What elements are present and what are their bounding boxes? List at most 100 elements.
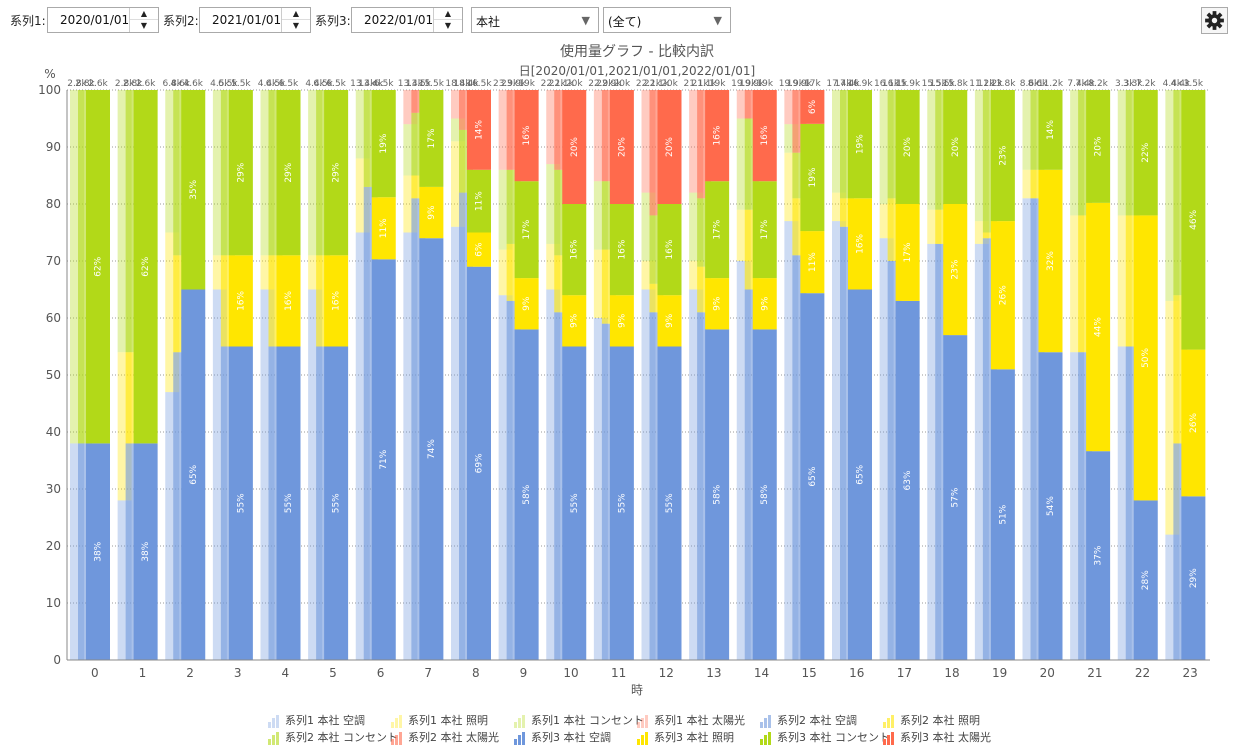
total-label: 6.5k: [218, 79, 238, 89]
data-label: 69%: [475, 453, 485, 473]
x-tick-label: 21: [1087, 666, 1102, 680]
total-label: 17.4k: [826, 79, 852, 89]
total-label: 13.4k: [398, 79, 424, 89]
x-tick-label: 4: [281, 666, 289, 680]
bar-segment: [609, 346, 634, 660]
series2-date-value: 2021/01/01: [212, 13, 282, 27]
total-label: 4.5k: [210, 79, 230, 89]
data-label: 58%: [522, 484, 532, 504]
legend-label: 系列1 本社 空調: [285, 714, 365, 727]
data-label: 16%: [236, 290, 246, 310]
total-label: 15.5k: [419, 79, 445, 89]
chevron-up-icon[interactable]: ▲: [282, 8, 310, 20]
legend-swatch: [514, 714, 526, 728]
legend-item: 系列2 本社 空調: [760, 712, 857, 728]
series3-spinner[interactable]: ▲ ▼: [433, 8, 462, 32]
data-label: 6%: [475, 242, 485, 257]
legend-swatch: [883, 714, 895, 728]
total-label: 4.4k: [258, 79, 278, 89]
bar-segment: [1133, 90, 1158, 216]
data-label: 20%: [1094, 136, 1104, 156]
series2-date-input[interactable]: 2021/01/01 ▲ ▼: [199, 7, 311, 33]
bar-segment: [562, 295, 587, 347]
total-label: 2.8k: [123, 79, 143, 89]
gear-icon: [1205, 11, 1224, 30]
legend-item: 系列3 本社 コンセント: [760, 729, 890, 745]
bar-segment: [228, 90, 253, 256]
bar-segment: [276, 346, 301, 660]
data-label: 74%: [427, 439, 437, 459]
dropdown-arrow-icon: ▼: [713, 14, 722, 27]
data-label: 55%: [665, 493, 675, 513]
data-label: 11%: [808, 252, 818, 272]
total-label: 22.1k: [636, 79, 662, 89]
series3-date-input[interactable]: 2022/01/01 ▲ ▼: [351, 7, 463, 33]
data-label: 17%: [713, 219, 723, 239]
category-select[interactable]: (全て) ▼: [603, 7, 731, 33]
bar-segment: [276, 90, 301, 256]
chevron-up-icon[interactable]: ▲: [130, 8, 158, 20]
data-label: 63%: [903, 470, 913, 490]
data-label: 55%: [236, 493, 246, 513]
data-label: 16%: [284, 290, 294, 310]
total-label: 23.9k: [493, 79, 519, 89]
data-label: 62%: [141, 256, 151, 276]
bar-segment: [324, 255, 349, 347]
series1-spinner[interactable]: ▲ ▼: [129, 8, 158, 32]
data-label: 58%: [760, 484, 770, 504]
data-label: 9%: [570, 313, 580, 328]
total-label: 19.9k: [779, 79, 805, 89]
total-label: 3.3k: [1115, 79, 1135, 89]
bar-segment: [990, 369, 1015, 660]
bar-segment: [1181, 496, 1206, 660]
chevron-down-icon[interactable]: ▼: [140, 21, 148, 30]
bar-segment: [1086, 451, 1111, 660]
bar-segment: [609, 204, 634, 296]
y-tick-label: 20: [46, 539, 61, 553]
total-label: 19k: [518, 79, 535, 89]
data-label: 9%: [760, 296, 770, 311]
chevron-down-icon[interactable]: ▼: [292, 21, 300, 30]
bar-segment: [752, 181, 777, 279]
bar-segment: [1038, 90, 1063, 170]
data-label: 65%: [808, 466, 818, 486]
bar-segment: [848, 90, 872, 199]
total-label: 6.5k: [266, 79, 286, 89]
series1-date-input[interactable]: 2020/01/01 ▲ ▼: [47, 7, 159, 33]
data-label: 20%: [570, 137, 580, 157]
bar-segment: [1086, 90, 1111, 203]
chevron-down-icon[interactable]: ▼: [444, 21, 452, 30]
chevron-up-icon[interactable]: ▲: [434, 8, 462, 20]
data-label: 35%: [189, 179, 199, 199]
x-tick-label: 17: [897, 666, 912, 680]
total-label: 15.5k: [930, 79, 956, 89]
data-label: 17%: [522, 219, 532, 239]
x-tick-label: 1: [139, 666, 147, 680]
legend-item: 系列2 本社 コンセント: [268, 729, 398, 745]
settings-button[interactable]: [1201, 7, 1228, 34]
total-label: 15.8k: [943, 79, 969, 89]
data-label: 16%: [617, 239, 627, 259]
data-label: 54%: [1046, 496, 1056, 516]
legend-swatch: [637, 714, 649, 728]
bar-segment: [419, 90, 444, 187]
total-label: 19k: [756, 79, 773, 89]
chart-subtitle: 日[2020/01/01,2021/01/01,2022/01/01]: [519, 64, 756, 78]
bar-segment: [800, 231, 825, 294]
x-axis-label: 時: [631, 683, 643, 697]
total-label: 20k: [566, 79, 583, 89]
legend-swatch: [268, 731, 280, 745]
x-tick-label: 3: [234, 666, 242, 680]
toolbar: 系列1: 2020/01/01 ▲ ▼ 系列2: 2021/01/01 ▲ ▼ …: [0, 0, 1235, 42]
bar-segment: [133, 90, 158, 444]
data-label: 16%: [570, 239, 580, 259]
series2-spinner[interactable]: ▲ ▼: [281, 8, 310, 32]
total-label: 6.5k: [279, 79, 299, 89]
legend-item: 系列3 本社 照明: [637, 729, 734, 745]
data-label: 23%: [998, 145, 1008, 165]
location-select[interactable]: 本社 ▼: [471, 7, 599, 33]
data-label: 20%: [617, 137, 627, 157]
bar-segment: [228, 346, 253, 660]
data-label: 11%: [379, 218, 389, 238]
total-label: 8.2k: [1088, 79, 1108, 89]
